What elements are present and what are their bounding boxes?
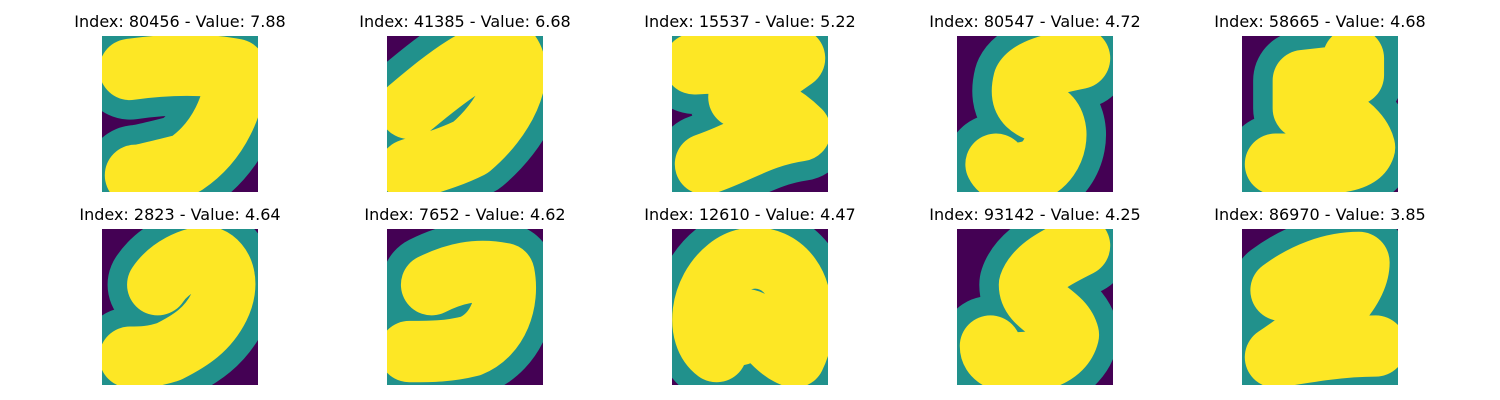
digit-image — [957, 229, 1113, 385]
panel-title: Index: 41385 - Value: 6.68 — [359, 12, 571, 31]
digit-image — [1242, 229, 1398, 385]
digit-image — [102, 36, 258, 192]
digit-image — [957, 36, 1113, 192]
image-panel: Index: 80456 - Value: 7.88 — [35, 12, 325, 192]
panel-title: Index: 80456 - Value: 7.88 — [74, 12, 286, 31]
panel-title: Index: 86970 - Value: 3.85 — [1214, 205, 1426, 224]
image-panel: Index: 2823 - Value: 4.64 — [35, 205, 325, 385]
image-panel: Index: 86970 - Value: 3.85 — [1175, 205, 1465, 385]
digit-image — [102, 229, 258, 385]
image-panel: Index: 80547 - Value: 4.72 — [890, 12, 1180, 192]
panel-title: Index: 2823 - Value: 4.64 — [79, 205, 281, 224]
image-panel: Index: 7652 - Value: 4.62 — [320, 205, 610, 385]
panel-title: Index: 12610 - Value: 4.47 — [644, 205, 856, 224]
panel-title: Index: 93142 - Value: 4.25 — [929, 205, 1141, 224]
panel-title: Index: 58665 - Value: 4.68 — [1214, 12, 1426, 31]
image-panel: Index: 15537 - Value: 5.22 — [605, 12, 895, 192]
digit-image — [672, 36, 828, 192]
panel-title: Index: 80547 - Value: 4.72 — [929, 12, 1141, 31]
digit-image — [387, 229, 543, 385]
panel-title: Index: 15537 - Value: 5.22 — [644, 12, 856, 31]
image-panel: Index: 12610 - Value: 4.47 — [605, 205, 895, 385]
image-panel: Index: 41385 - Value: 6.68 — [320, 12, 610, 192]
digit-image — [1242, 36, 1398, 192]
image-panel: Index: 58665 - Value: 4.68 — [1175, 12, 1465, 192]
digit-image — [672, 229, 828, 385]
image-panel: Index: 93142 - Value: 4.25 — [890, 205, 1180, 385]
panel-title: Index: 7652 - Value: 4.62 — [364, 205, 566, 224]
digit-image — [387, 36, 543, 192]
